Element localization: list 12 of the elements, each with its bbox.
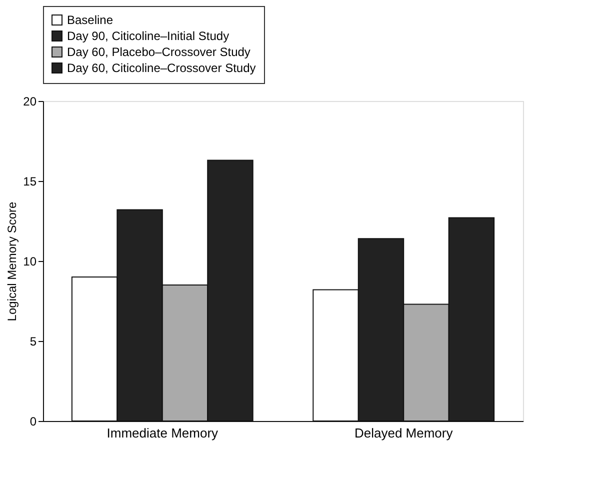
y-tick-label: 0 (30, 414, 37, 428)
legend-label: Baseline (67, 13, 114, 27)
legend-label: Day 60, Placebo–Crossover Study (67, 45, 250, 59)
y-tick-label: 20 (23, 94, 37, 108)
y-tick-label: 5 (30, 334, 37, 348)
y-tick-label: 15 (23, 174, 37, 188)
x-tick-label: Delayed Memory (354, 426, 454, 440)
x-tick-label: Immediate Memory (106, 426, 219, 440)
legend-label: Day 60, Citicoline–Crossover Study (67, 61, 256, 75)
legend-label: Day 90, Citicoline–Initial Study (67, 29, 230, 43)
y-axis-title: Logical Memory Score (5, 201, 20, 322)
y-tick-label: 10 (23, 254, 37, 268)
